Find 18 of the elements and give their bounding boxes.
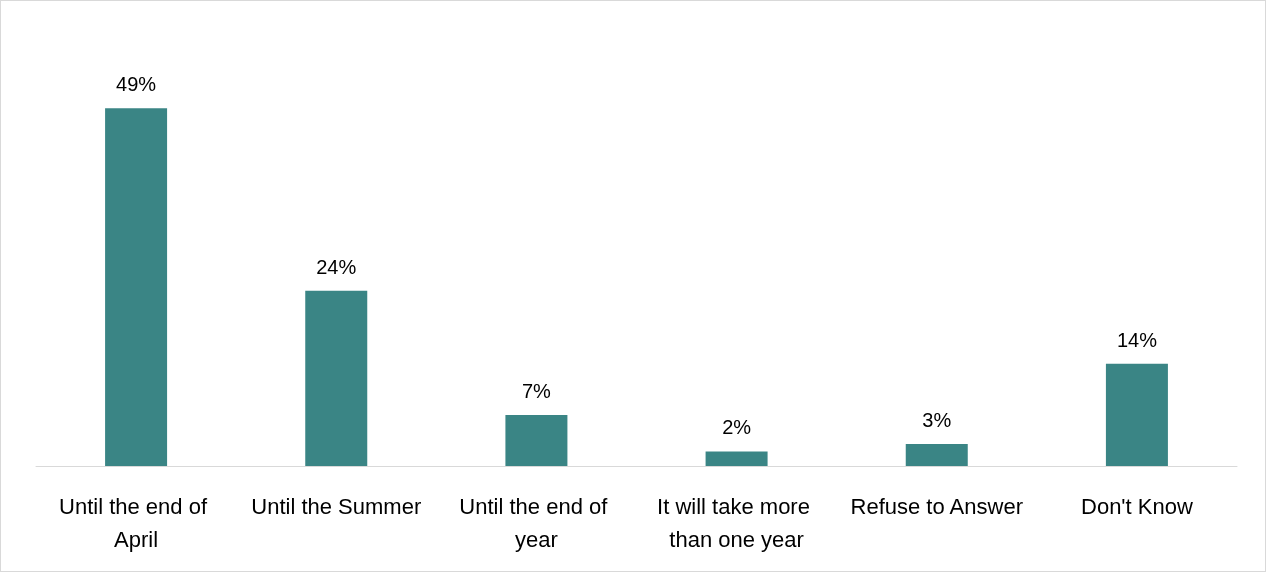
bar — [705, 451, 768, 466]
data-label: 14% — [1116, 328, 1158, 351]
data-label: 7% — [521, 379, 552, 402]
bar — [105, 108, 168, 466]
bar — [1105, 363, 1168, 466]
bar — [305, 290, 368, 466]
x-tick-label: Refuse to Answer — [850, 494, 1023, 519]
x-tick-label: Until the Summer — [251, 494, 422, 519]
data-label: 3% — [922, 409, 952, 432]
bar — [505, 414, 568, 466]
x-tick-label: Don't Know — [1081, 494, 1193, 519]
data-label: 2% — [722, 416, 752, 439]
bar — [905, 444, 968, 466]
data-label: 24% — [316, 255, 357, 278]
x-tick-label: Until the end of year — [459, 494, 614, 552]
x-tick-label: Until the end of April — [59, 494, 214, 552]
x-tick-label: It will take more than one year — [657, 494, 817, 552]
data-label: 49% — [116, 73, 157, 96]
